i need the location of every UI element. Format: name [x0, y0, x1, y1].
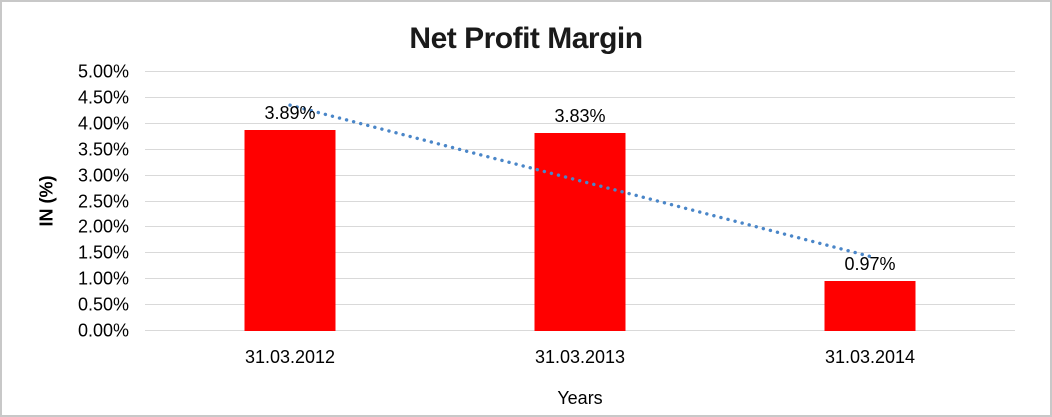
gridline	[145, 96, 1015, 98]
x-axis-title: Years	[557, 388, 603, 408]
x-axis-category-label: 31.03.2012	[244, 347, 336, 367]
data-label: 3.89%	[264, 102, 316, 123]
y-axis-tick-label: 1.00%	[77, 268, 129, 289]
y-axis-tick-label: 3.00%	[77, 165, 129, 186]
y-axis-tick-label: 3.50%	[77, 139, 129, 160]
x-axis-category-label: 31.03.2013	[534, 347, 626, 367]
bar-31.03.2014	[824, 280, 916, 331]
x-axis-category-labels: 31.03.2012 31.03.2013 31.03.2014	[145, 347, 1015, 371]
y-axis-tick-label: 4.00%	[77, 113, 129, 134]
x-axis-category-label: 31.03.2014	[824, 347, 916, 367]
y-axis-tick-label: 2.50%	[77, 191, 129, 211]
y-axis-tick-label: 0.50%	[77, 294, 129, 315]
plot-area: 3.89% 3.83% 0.97%	[145, 71, 1015, 331]
gridline	[145, 71, 1015, 72]
y-axis-tick-label: 1.50%	[77, 242, 129, 263]
chart-title: Net Profit Margin	[409, 22, 643, 55]
y-axis-tick-label: 2.00%	[77, 216, 129, 237]
bar-31.03.2013	[534, 132, 626, 331]
bar-31.03.2012	[244, 129, 336, 331]
y-axis-tick-label: 4.50%	[77, 87, 129, 108]
data-label: 3.83%	[554, 105, 606, 126]
y-axis-tick-labels: 0.00% 0.50% 1.00% 1.50% 2.00% 2.50% 3.00% 3.50%…	[2, 62, 129, 341]
y-axis-tick-label: 0.00%	[77, 320, 129, 341]
data-label: 0.97%	[844, 253, 896, 274]
y-axis-tick-label: 5.00%	[77, 61, 129, 82]
